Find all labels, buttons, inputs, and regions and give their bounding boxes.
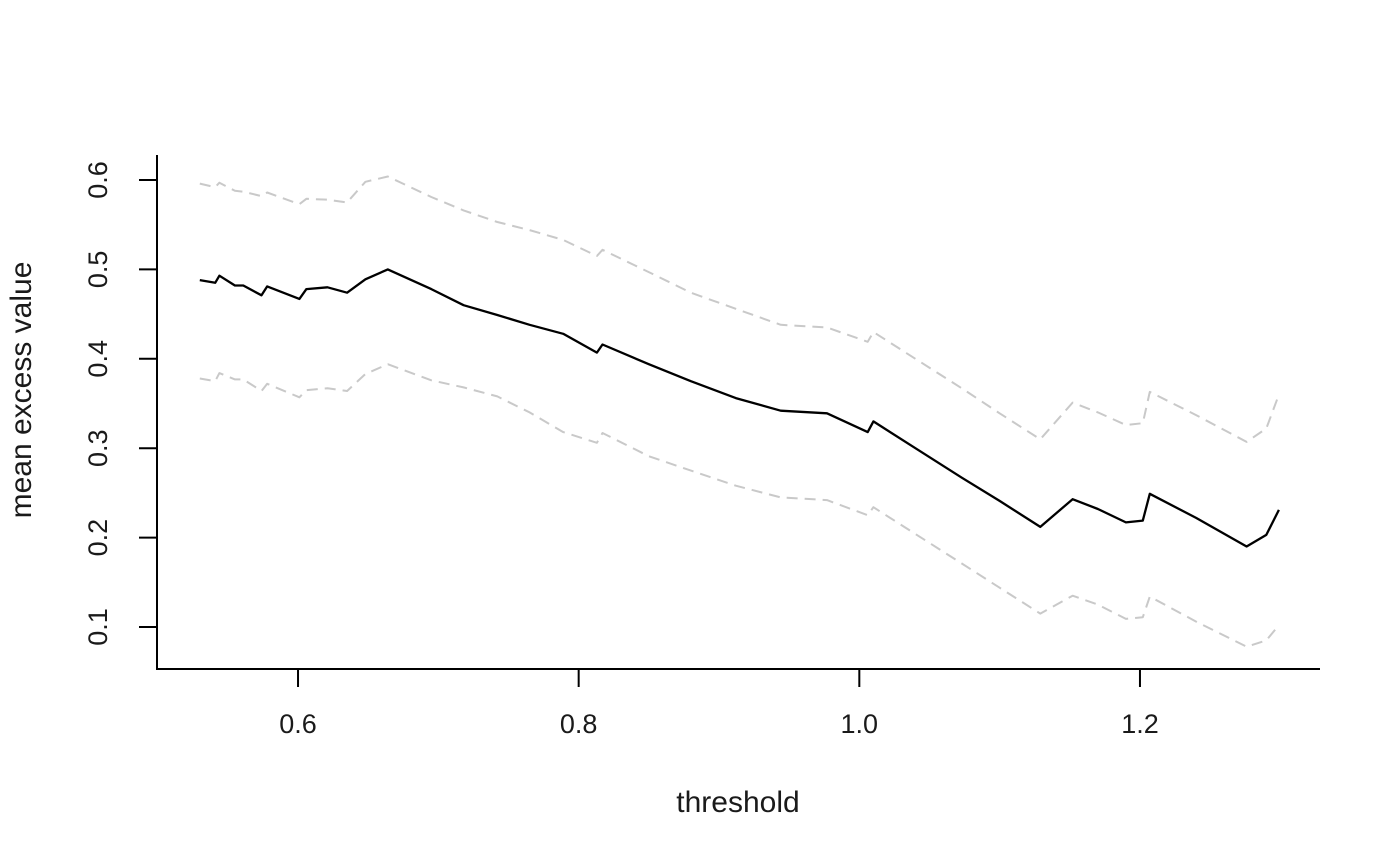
y-tick-label-0.3: 0.3 <box>83 429 113 467</box>
y-tick-label-0.5: 0.5 <box>83 251 113 289</box>
x-tick-label-0.6: 0.6 <box>279 709 317 739</box>
x-tick-label-1.2: 1.2 <box>1121 709 1159 739</box>
upper-ci-line <box>199 175 1280 443</box>
axes: 0.6 0.8 1.0 1.2 0.1 0.2 0.3 0.4 0.5 0.6 <box>83 155 1320 739</box>
x-axis-title: threshold <box>676 786 799 819</box>
plot-box-axes <box>156 155 1320 670</box>
y-tick-label-0.6: 0.6 <box>83 161 113 199</box>
mean-excess-line <box>199 268 1280 548</box>
y-tick-label-0.4: 0.4 <box>83 340 113 378</box>
y-tick-label-0.1: 0.1 <box>83 608 113 646</box>
y-axis-title: mean excess value <box>5 262 38 519</box>
lower-ci-line <box>199 363 1280 648</box>
y-tick-label-0.2: 0.2 <box>83 519 113 557</box>
x-tick-label-0.8: 0.8 <box>560 709 598 739</box>
series-lines <box>199 175 1280 648</box>
x-tick-label-1: 1.0 <box>841 709 879 739</box>
